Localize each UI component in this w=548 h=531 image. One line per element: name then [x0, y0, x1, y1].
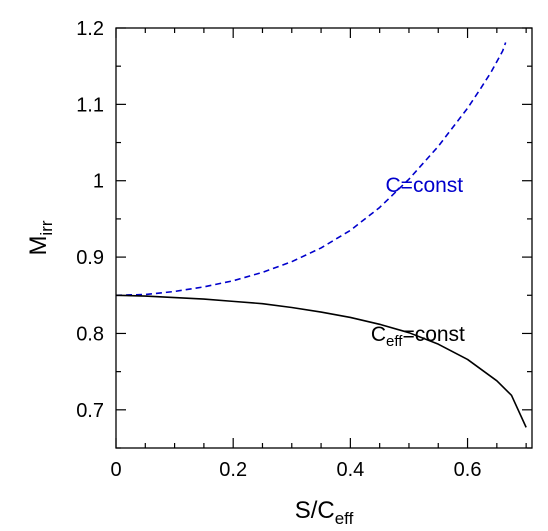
- y-axis-label-sub: irr: [37, 220, 56, 235]
- series-layer: [115, 42, 527, 428]
- annotation-ceff-sub: eff: [386, 333, 403, 350]
- series-c-const-line: [115, 42, 507, 297]
- x-tick-label: 0: [110, 459, 121, 481]
- plot-frame: [115, 27, 533, 449]
- annotation-ceff-rest: =const: [402, 323, 465, 346]
- x-axis-label: S/Ceff: [295, 497, 354, 528]
- x-tick-label: 0.4: [336, 459, 364, 481]
- y-tick-label: 0.7: [76, 400, 104, 422]
- y-tick-label: 1: [93, 171, 104, 193]
- annotation-ceff-const: Ceff=const: [371, 323, 465, 350]
- axis-tick-labels: 0 0.2 0.4 0.6 0.7 0.8 0.9 1 1.1 1.2: [76, 18, 481, 481]
- annotation-c-const: C=const: [386, 174, 464, 197]
- y-tick-label: 1.1: [76, 94, 104, 116]
- series-ceff-const-line: [115, 294, 527, 428]
- x-tick-label: 0.2: [219, 459, 247, 481]
- x-axis-label-sub: eff: [335, 509, 354, 528]
- y-axis-label-base: M: [25, 236, 52, 256]
- y-tick-label: 0.9: [76, 247, 104, 269]
- y-axis-label: Mirr: [25, 220, 56, 255]
- y-tick-label: 0.8: [76, 323, 104, 345]
- axis-ticks: [115, 27, 532, 449]
- y-tick-label: 1.2: [76, 18, 104, 40]
- x-tick-label: 0.6: [454, 459, 482, 481]
- annotation-ceff-base: C: [371, 323, 386, 346]
- x-axis-label-base: S/C: [295, 497, 335, 524]
